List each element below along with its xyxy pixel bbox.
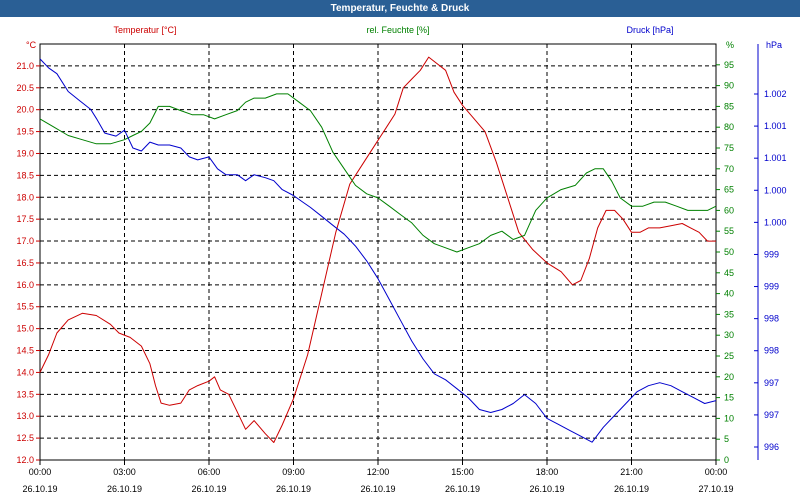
humidity-tick-label: 35 bbox=[724, 309, 734, 319]
humidity-tick-label: 65 bbox=[724, 185, 734, 195]
x-tick-date: 26.10.19 bbox=[614, 484, 649, 494]
pressure-unit-label: hPa bbox=[766, 40, 782, 50]
window-title: Temperatur, Feuchte & Druck bbox=[0, 0, 800, 17]
humidity-tick-label: 95 bbox=[724, 60, 734, 70]
x-tick-date: 27.10.19 bbox=[698, 484, 733, 494]
pressure-tick-label: 997 bbox=[764, 410, 779, 420]
temperature-tick-label: 17.0 bbox=[16, 236, 34, 246]
humidity-tick-label: 75 bbox=[724, 143, 734, 153]
humidity-tick-label: 80 bbox=[724, 122, 734, 132]
x-tick-time: 03:00 bbox=[113, 467, 136, 477]
humidity-tick-label: 0 bbox=[724, 455, 729, 465]
x-tick-time: 18:00 bbox=[536, 467, 559, 477]
humidity-tick-label: 25 bbox=[724, 351, 734, 361]
x-tick-time: 09:00 bbox=[282, 467, 305, 477]
temperature-tick-label: 19.0 bbox=[16, 148, 34, 158]
pressure-tick-label: 1.002 bbox=[764, 89, 787, 99]
x-tick-date: 26.10.19 bbox=[107, 484, 142, 494]
humidity-unit-label: % bbox=[726, 40, 734, 50]
temperature-tick-label: 21.0 bbox=[16, 61, 34, 71]
humidity-tick-label: 90 bbox=[724, 81, 734, 91]
humidity-axis-label: rel. Feuchte [%] bbox=[366, 25, 429, 35]
humidity-tick-label: 20 bbox=[724, 372, 734, 382]
temperature-tick-label: 19.5 bbox=[16, 127, 34, 137]
x-tick-date: 26.10.19 bbox=[360, 484, 395, 494]
grid bbox=[40, 44, 716, 461]
temperature-axis-label: Temperatur [°C] bbox=[113, 25, 176, 35]
humidity-tick-label: 60 bbox=[724, 205, 734, 215]
x-tick-time: 12:00 bbox=[367, 467, 390, 477]
chart: °C Temperatur [°C] rel. Feuchte [%] % Dr… bbox=[16, 25, 786, 494]
temperature-tick-label: 20.5 bbox=[16, 83, 34, 93]
temperature-tick-label: 12.5 bbox=[16, 433, 34, 443]
temperature-tick-label: 12.0 bbox=[16, 455, 34, 465]
series-line-temperature bbox=[39, 56, 716, 443]
tick-labels: 12.0 12.5 13.0 13.5 14.0 14.5 15.0 15.5 16.0 16.5… bbox=[16, 60, 786, 494]
temperature-tick-label: 14.0 bbox=[16, 367, 34, 377]
pressure-tick-label: 999 bbox=[764, 282, 779, 292]
series-line-humidity bbox=[39, 93, 717, 253]
x-tick-date: 26.10.19 bbox=[276, 484, 311, 494]
temperature-tick-label: 13.0 bbox=[16, 411, 34, 421]
temperature-tick-label: 15.5 bbox=[16, 302, 34, 312]
x-tick-date: 26.10.19 bbox=[191, 484, 226, 494]
humidity-tick-label: 30 bbox=[724, 330, 734, 340]
humidity-tick-label: 5 bbox=[724, 434, 729, 444]
x-tick-time: 21:00 bbox=[620, 467, 643, 477]
pressure-tick-label: 998 bbox=[764, 314, 779, 324]
humidity-tick-label: 70 bbox=[724, 164, 734, 174]
pressure-tick-label: 999 bbox=[764, 249, 779, 259]
x-tick-date: 26.10.19 bbox=[445, 484, 480, 494]
x-tick-time: 00:00 bbox=[29, 467, 52, 477]
humidity-tick-label: 85 bbox=[724, 101, 734, 111]
pressure-tick-label: 1.001 bbox=[764, 153, 787, 163]
x-tick-time: 00:00 bbox=[705, 467, 728, 477]
x-tick-date: 26.10.19 bbox=[529, 484, 564, 494]
series-lines bbox=[39, 56, 717, 443]
x-tick-date: 26.10.19 bbox=[22, 484, 57, 494]
temperature-tick-label: 20.0 bbox=[16, 105, 34, 115]
pressure-axis-label: Druck [hPa] bbox=[626, 25, 673, 35]
pressure-tick-label: 997 bbox=[764, 378, 779, 388]
pressure-tick-label: 1.000 bbox=[764, 185, 787, 195]
humidity-tick-label: 45 bbox=[724, 268, 734, 278]
temperature-tick-label: 16.5 bbox=[16, 258, 34, 268]
pressure-tick-label: 1.000 bbox=[764, 217, 787, 227]
humidity-tick-label: 10 bbox=[724, 413, 734, 423]
temperature-tick-label: 16.0 bbox=[16, 280, 34, 290]
x-tick-time: 06:00 bbox=[198, 467, 221, 477]
pressure-tick-label: 996 bbox=[764, 442, 779, 452]
temperature-tick-label: 18.0 bbox=[16, 192, 34, 202]
temperature-unit-label: °C bbox=[26, 40, 37, 50]
temperature-tick-label: 18.5 bbox=[16, 170, 34, 180]
humidity-tick-label: 15 bbox=[724, 393, 734, 403]
axes bbox=[36, 44, 759, 465]
temperature-tick-label: 17.5 bbox=[16, 214, 34, 224]
humidity-tick-label: 50 bbox=[724, 247, 734, 257]
pressure-tick-label: 1.001 bbox=[764, 121, 787, 131]
temperature-tick-label: 15.0 bbox=[16, 324, 34, 334]
series-line-pressure bbox=[39, 58, 717, 443]
temperature-tick-label: 14.5 bbox=[16, 346, 34, 356]
x-tick-time: 15:00 bbox=[451, 467, 474, 477]
pressure-tick-label: 998 bbox=[764, 346, 779, 356]
humidity-tick-label: 40 bbox=[724, 289, 734, 299]
temperature-tick-label: 13.5 bbox=[16, 389, 34, 399]
humidity-tick-label: 55 bbox=[724, 226, 734, 236]
